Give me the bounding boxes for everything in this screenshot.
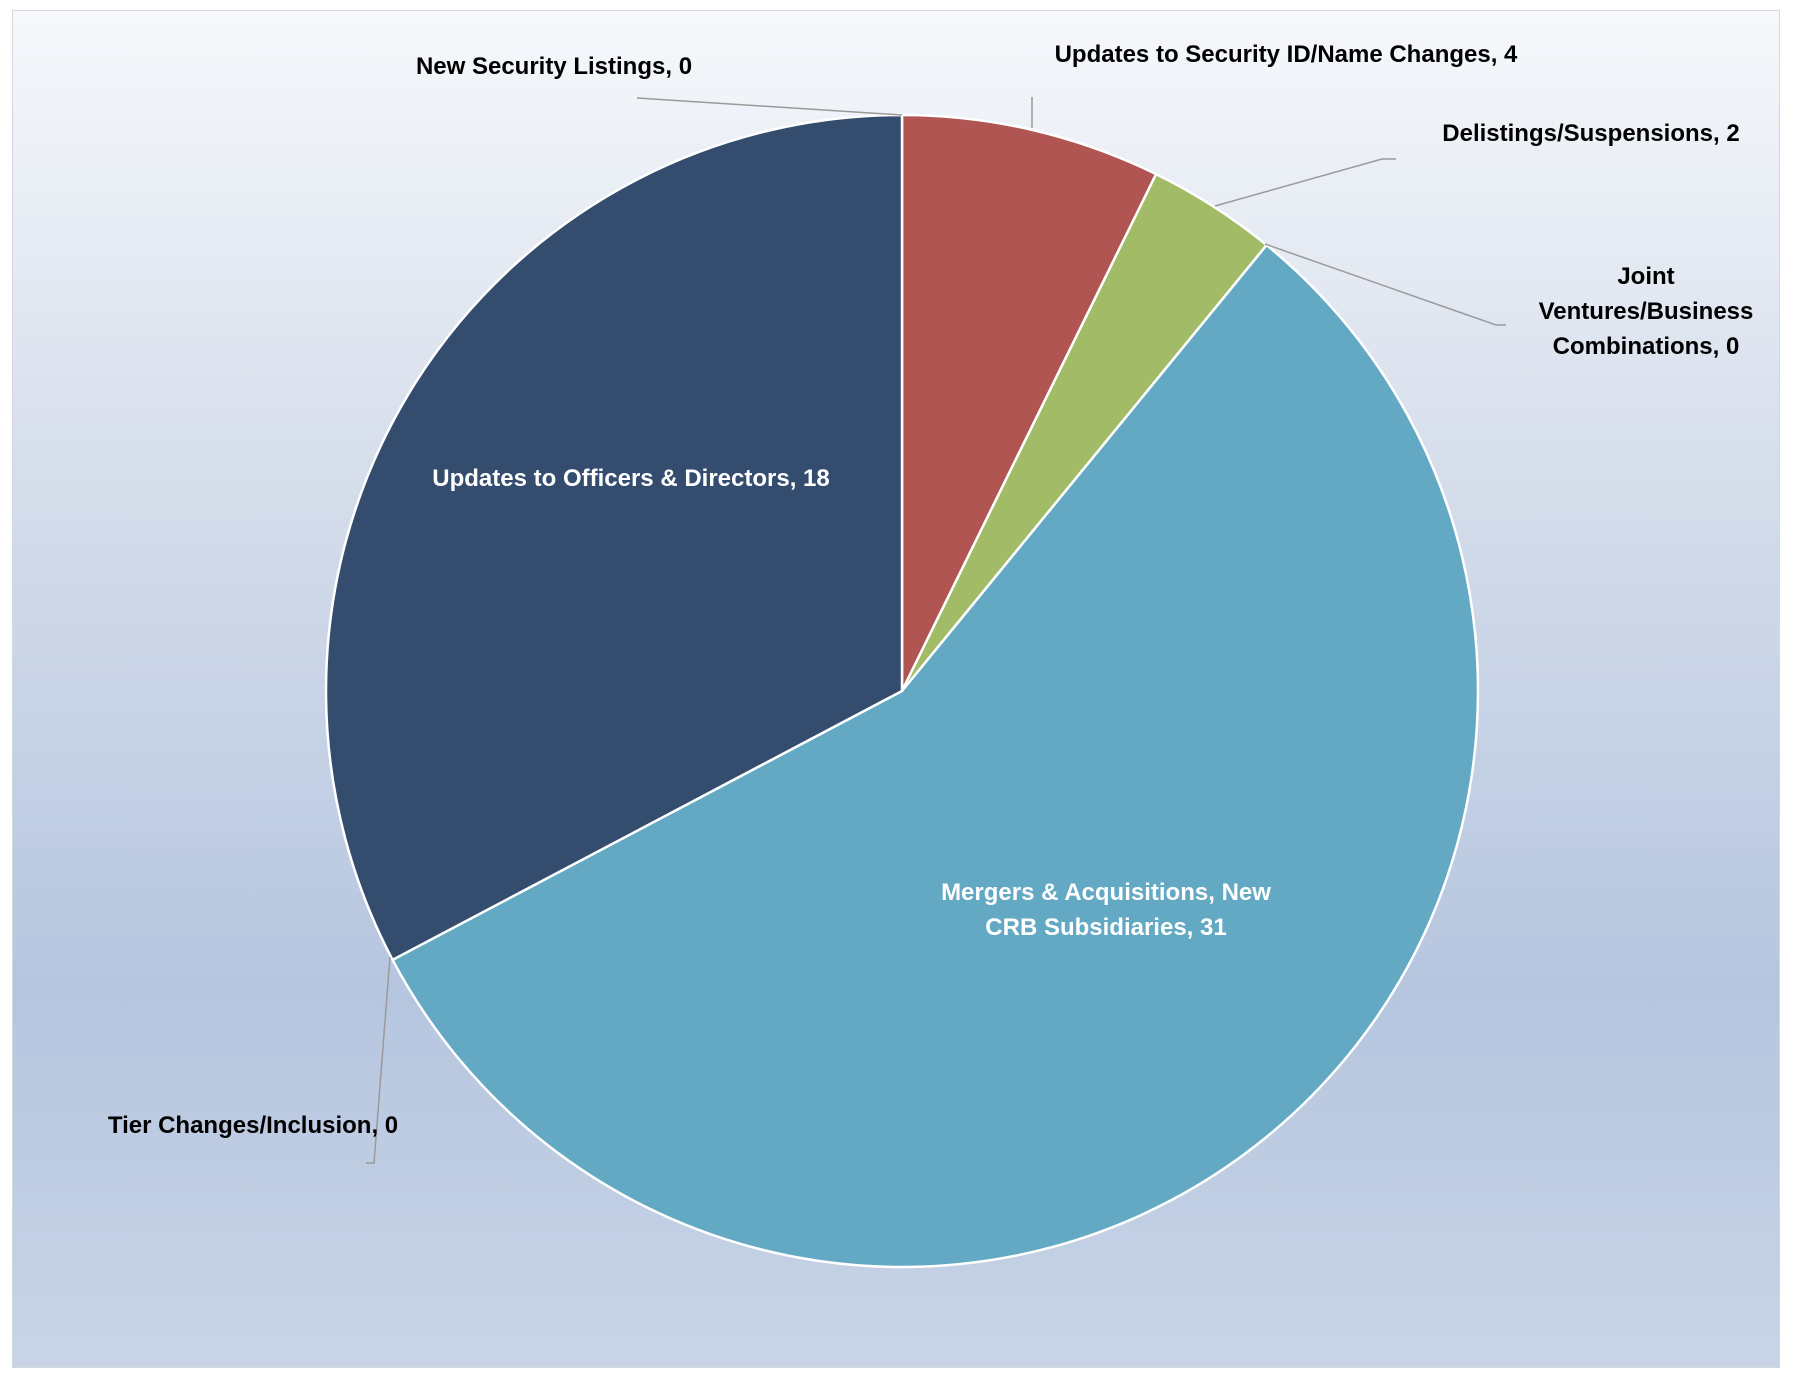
data-label-line: Joint [1617,263,1674,290]
data-label-1: Updates to Security ID/Name Changes, 4 [1055,41,1518,68]
data-label-4: Mergers & Acquisitions, New CRB Subsidiar… [941,879,1271,941]
leader-line-3 [1264,243,1506,326]
leader-line-5 [366,956,391,1164]
data-label-3: Joint Ventures/Business Combinations, 0 [1539,263,1754,360]
data-label-line: Updates to Security ID/Name Changes, 4 [1055,41,1518,68]
data-label-5: Tier Changes/Inclusion, 0 [108,1112,398,1139]
leader-line-0 [636,97,903,116]
pie-slice-4 [391,243,1480,1269]
pie-slice-1 [900,113,1158,693]
leader-line-2 [1214,158,1396,207]
data-label-6: Updates to Officers & Directors, 18 [432,465,829,492]
data-label-line: New Security Listings, 0 [416,53,692,80]
data-label-line: Ventures/Business [1539,298,1754,325]
pie-slice-6 [324,113,904,962]
data-label-0: New Security Listings, 0 [416,53,692,80]
data-label-line: Mergers & Acquisitions, New [941,879,1271,906]
data-label-line: Combinations, 0 [1553,333,1740,360]
data-label-line: Updates to Officers & Directors, 18 [432,465,829,492]
data-label-line: CRB Subsidiaries, 31 [985,914,1226,941]
data-label-line: Delistings/Suspensions, 2 [1442,120,1739,147]
data-label-2: Delistings/Suspensions, 2 [1442,120,1739,147]
data-label-line: Tier Changes/Inclusion, 0 [108,1112,398,1139]
